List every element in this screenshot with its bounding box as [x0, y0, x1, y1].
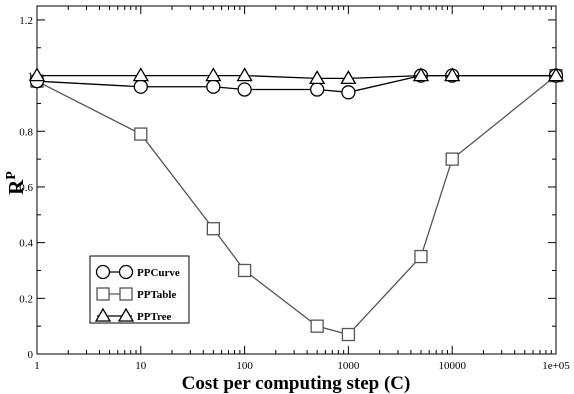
y-tick-label: 0.8 [19, 126, 33, 138]
data-point-pptable [206, 222, 221, 236]
data-point-pptree [309, 70, 326, 85]
data-point-pptree [412, 67, 430, 82]
y-tick-label: 1.2 [19, 15, 33, 27]
x-tick-label: 1000 [337, 360, 360, 372]
data-point-pptree [28, 67, 46, 82]
x-axis-title: Cost per computing step (C) [182, 373, 411, 394]
y-tick-label: 0 [28, 349, 34, 361]
data-point-ppcurve [341, 85, 356, 100]
data-point-pptable [310, 319, 324, 333]
legend-marker-pptable [96, 287, 110, 301]
legend-label-pptable: PPTable [137, 289, 176, 301]
data-point-ppcurve [237, 82, 252, 97]
data-point-pptable [237, 263, 252, 278]
legend-marker-pptree [94, 307, 112, 322]
data-point-pptree [132, 67, 149, 82]
y-axis-title-superscript: P [4, 171, 19, 180]
x-tick-label: 10000 [438, 360, 466, 372]
legend-marker-pptable [119, 287, 133, 301]
plot-frame [36, 5, 557, 355]
x-tick-label: 100 [236, 360, 253, 372]
legend-marker-ppcurve [118, 264, 134, 280]
x-tick-label: 1e+05 [542, 360, 570, 372]
y-tick-label: 0.6 [19, 182, 33, 194]
series-pptree [28, 67, 565, 85]
y-axis-title-main: R [4, 179, 28, 195]
legend-marker-pptree [117, 307, 135, 322]
legend-item-pptable: PPTable [96, 287, 176, 301]
data-point-ppcurve [206, 79, 221, 94]
data-point-pptable [445, 152, 459, 166]
series-layer [28, 67, 565, 342]
data-point-pptable [414, 249, 428, 264]
y-axis-title: RP [4, 171, 28, 195]
series-ppcurve [29, 68, 564, 100]
data-point-pptable [341, 327, 356, 342]
data-point-pptree [547, 67, 565, 82]
data-point-pptree [340, 70, 357, 85]
legend-item-ppcurve: PPCurve [95, 264, 180, 280]
data-point-pptree [236, 67, 253, 82]
data-point-pptable [134, 127, 148, 141]
legend-marker-ppcurve [95, 264, 111, 280]
data-point-pptree [444, 67, 461, 82]
series-line-pptree [37, 74, 556, 80]
y-tick-label: 0.2 [19, 293, 33, 305]
x-tick-label: 1 [34, 360, 40, 372]
data-point-ppcurve [310, 82, 325, 97]
y-tick-label: 1 [28, 71, 34, 83]
data-point-ppcurve [133, 79, 148, 94]
x-tick-label: 10 [135, 360, 147, 372]
legend-item-pptree: PPTree [94, 307, 172, 323]
svg-text:RP: RP [4, 171, 28, 195]
legend-label-ppcurve: PPCurve [137, 267, 180, 279]
legend-label-pptree: PPTree [137, 311, 172, 323]
y-tick-label: 0.4 [19, 238, 33, 250]
data-point-pptree [205, 67, 222, 82]
legend: PPCurve PPTable PPTree [89, 255, 190, 324]
